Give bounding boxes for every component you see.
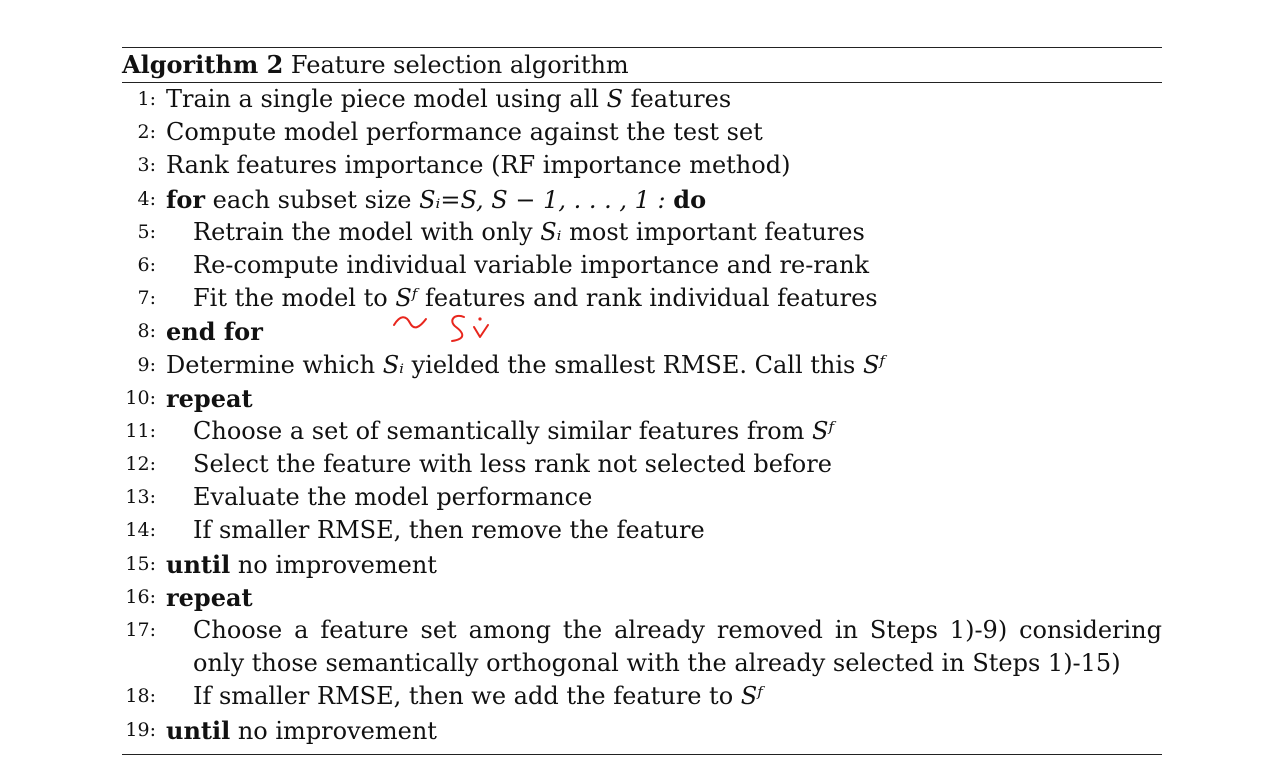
keyword: end for: [166, 317, 263, 347]
letter-s-stroke: [451, 315, 465, 342]
algorithm-caption: Algorithm 2 Feature selection algorithm: [122, 48, 1162, 81]
step-text: Fit the model to Sᶠ features and rank in…: [193, 282, 1162, 315]
step-text: If smaller RMSE, then remove the feature: [193, 516, 705, 545]
step-text: If smaller RMSE, then we add the feature…: [193, 680, 1162, 713]
step-text-part: Determine which: [166, 350, 383, 379]
keyword: for: [166, 184, 205, 214]
math-symbol: S: [606, 85, 624, 113]
math-symbol: Sᵢ: [382, 350, 404, 379]
step-8: 8: end for: [122, 315, 1162, 348]
step-text: Retrain the model with only Sᵢ most impo…: [193, 216, 1162, 249]
step-15: 15: until no improvement: [122, 548, 1162, 581]
step-9: 9: Determine which Sᵢ yielded the smalle…: [122, 349, 1162, 382]
step-3: 3: Rank features importance (RF importan…: [122, 149, 1162, 182]
step-number: 10:: [125, 386, 156, 409]
algorithm-steps: 1: Train a single piece model using all …: [122, 83, 1162, 747]
math-symbol: Sᶠ: [812, 416, 835, 445]
step-text: until no improvement: [166, 714, 1162, 748]
step-number: 18:: [125, 685, 156, 708]
step-text: until no improvement: [166, 548, 1162, 582]
step-text-part: features and rank individual features: [417, 284, 878, 313]
step-17: 17: Choose a feature set among the alrea…: [122, 614, 1162, 680]
step-text-part: no improvement: [230, 550, 437, 579]
step-text: for each subset size Sᵢ=S, S − 1, . . . …: [166, 183, 1162, 217]
step-14: 14: If smaller RMSE, then remove the fea…: [122, 514, 1162, 547]
step-text: Train a single piece model using all S f…: [166, 83, 1162, 116]
step-19: 19: until no improvement: [122, 714, 1162, 747]
step-number: 3:: [137, 154, 157, 177]
step-text-part: no improvement: [230, 716, 437, 745]
step-number: 7:: [137, 287, 157, 310]
step-text-part: If smaller RMSE, then we add the feature…: [193, 682, 741, 711]
keyword: until: [166, 549, 231, 579]
step-18: 18: If smaller RMSE, then we add the fea…: [122, 680, 1162, 713]
algorithm-label: Algorithm 2: [122, 50, 284, 79]
step-number: 15:: [125, 552, 156, 575]
step-number: 17:: [125, 619, 156, 641]
math-symbol: Sᵢ=S, S − 1, . . . , 1 :: [419, 185, 666, 214]
step-text: Choose a set of semantically similar fea…: [193, 415, 1162, 448]
keyword: repeat: [166, 582, 253, 612]
math-symbol: Sᵢ: [540, 217, 562, 246]
step-number: 8:: [137, 320, 157, 343]
algorithm-title: Feature selection algorithm: [290, 51, 629, 79]
tilde-stroke: [393, 316, 427, 329]
step-text-part: each subset size: [204, 185, 420, 214]
step-text-part: most important features: [561, 217, 865, 246]
step-16: 16: repeat: [122, 581, 1162, 614]
step-text-part: Retrain the model with only: [193, 217, 541, 246]
step-5: 5: Retrain the model with only Sᵢ most i…: [122, 216, 1162, 249]
step-number: 14:: [125, 519, 156, 542]
step-10: 10: repeat: [122, 382, 1162, 415]
bottom-rule: [122, 753, 1162, 755]
step-13: 13: Evaluate the model performance: [122, 481, 1162, 514]
step-text: Select the feature with less rank not se…: [193, 450, 832, 479]
step-6: 6: Re-compute individual variable import…: [122, 249, 1162, 282]
step-number: 16:: [125, 585, 156, 608]
top-rule: [122, 47, 1162, 48]
caption-rule: [122, 82, 1162, 83]
step-text: Compute model performance against the te…: [166, 118, 763, 147]
step-number: 4:: [137, 187, 157, 210]
step-number: 11:: [125, 419, 156, 442]
step-1: 1: Train a single piece model using all …: [122, 83, 1162, 116]
handwritten-si-mark: [393, 315, 489, 342]
algorithm-block: Algorithm 2 Feature selection algorithm …: [122, 47, 1162, 755]
step-text-part: Fit the model to: [193, 284, 396, 313]
step-text: end for: [166, 315, 1162, 349]
step-number: 19:: [125, 718, 156, 741]
step-number: 2:: [137, 121, 157, 144]
letter-i-dot: [478, 317, 482, 321]
step-number: 12:: [125, 453, 156, 476]
step-11: 11: Choose a set of semantically similar…: [122, 415, 1162, 448]
letter-i-stroke: [473, 324, 489, 338]
step-7: 7: Fit the model to Sᶠ features and rank…: [122, 282, 1162, 315]
step-text-part: Train a single piece model using all: [166, 85, 607, 113]
step-text: repeat: [166, 581, 1162, 615]
keyword: repeat: [166, 383, 253, 413]
keyword: do: [673, 184, 707, 214]
step-2: 2: Compute model performance against the…: [122, 116, 1162, 149]
step-text: repeat: [166, 382, 1162, 416]
step-number: 13:: [125, 486, 156, 509]
step-text-part: yielded the smallest RMSE. Call this: [403, 350, 863, 379]
step-text: Rank features importance (RF importance …: [166, 151, 791, 180]
step-4: 4: for each subset size Sᵢ=S, S − 1, . .…: [122, 183, 1162, 216]
math-symbol: Sᶠ: [740, 682, 763, 711]
step-text: Re-compute individual variable importanc…: [193, 250, 870, 279]
step-text-part: Choose a set of semantically similar fea…: [193, 416, 813, 445]
math-symbol: Sᶠ: [862, 350, 886, 379]
step-number: 1:: [137, 88, 157, 110]
step-text: Choose a feature set among the already r…: [193, 616, 1162, 678]
step-number: 9:: [137, 353, 157, 376]
step-12: 12: Select the feature with less rank no…: [122, 448, 1162, 481]
keyword: until: [166, 715, 231, 745]
step-number: 6:: [137, 253, 157, 276]
math-symbol: Sᶠ: [395, 284, 418, 313]
step-text-part: features: [623, 85, 732, 113]
step-text: Determine which Sᵢ yielded the smallest …: [166, 349, 1162, 382]
handwritten-annotation: [392, 311, 502, 351]
step-text: Evaluate the model performance: [193, 483, 593, 512]
step-number: 5:: [137, 220, 157, 243]
